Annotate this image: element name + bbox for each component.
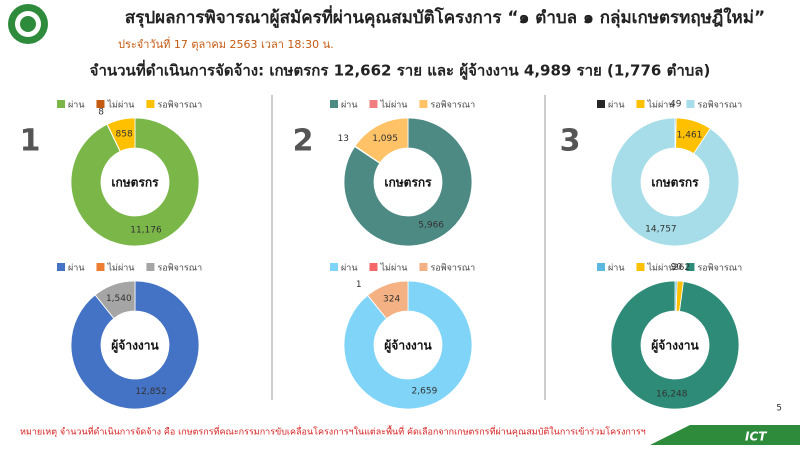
page-number: 5 bbox=[776, 404, 782, 414]
donut-hole bbox=[374, 148, 442, 216]
legend-label: รอพิจารณา bbox=[697, 263, 742, 274]
donut-hole bbox=[641, 148, 709, 216]
legend-swatch bbox=[57, 263, 65, 271]
data-label: 11,176 bbox=[130, 225, 162, 235]
data-label: 858 bbox=[116, 130, 133, 140]
legend-swatch bbox=[330, 100, 338, 108]
legend-label: ไม่ผ่าน bbox=[106, 100, 134, 111]
legend-swatch bbox=[597, 263, 605, 271]
center-label: เกษตรกร bbox=[111, 176, 159, 190]
legend-label: ไม่ผ่าน bbox=[646, 263, 674, 274]
legend-label: ไม่ผ่าน bbox=[379, 100, 407, 111]
legend-swatch bbox=[686, 263, 695, 271]
logo: ICT bbox=[745, 430, 767, 444]
data-label: 14,757 bbox=[645, 224, 677, 234]
data-label: 5,966 bbox=[418, 221, 444, 231]
legend-swatch bbox=[146, 100, 155, 108]
center-label: เกษตรกร bbox=[384, 176, 432, 190]
center-label: ผู้จ้างงาน bbox=[384, 339, 432, 354]
legend-label: รอพิจารณา bbox=[157, 100, 202, 111]
legend-swatch bbox=[57, 100, 65, 108]
legend-label: ไม่ผ่าน bbox=[379, 263, 407, 274]
center-label: ผู้จ้างงาน bbox=[111, 339, 159, 354]
logo-band bbox=[650, 425, 800, 445]
legend-swatch bbox=[636, 100, 645, 108]
legend-label: ผ่าน bbox=[608, 264, 624, 274]
donut-hole bbox=[641, 311, 709, 379]
legend-swatch bbox=[96, 263, 105, 271]
legend-label: ผ่าน bbox=[68, 264, 84, 274]
headline: จำนวนที่ดำเนินการจัดจ้าง: เกษตรกร 12,662… bbox=[90, 60, 711, 81]
data-label: 12,852 bbox=[135, 387, 167, 397]
data-label: 2,659 bbox=[412, 387, 438, 397]
title: สรุปผลการพิจารณาผู้สมัครที่ผ่านคุณสมบัติ… bbox=[125, 5, 765, 29]
data-label: 49 bbox=[670, 100, 682, 110]
emblem bbox=[8, 4, 48, 44]
panel-number: 1 bbox=[20, 124, 41, 159]
legend-label: รอพิจารณา bbox=[157, 263, 202, 274]
legend-swatch bbox=[96, 100, 105, 108]
legend-label: ไม่ผ่าน bbox=[646, 100, 674, 111]
data-label: 1,095 bbox=[372, 134, 398, 144]
data-label: 13 bbox=[338, 134, 349, 144]
footnote: หมายเหตุ จำนวนที่ดำเนินการจัดจ้าง คือ เก… bbox=[20, 425, 646, 438]
center-label: ผู้จ้างงาน bbox=[651, 339, 699, 354]
legend-label: ผ่าน bbox=[68, 101, 84, 111]
data-label: 1,461 bbox=[677, 131, 703, 141]
data-label: 1 bbox=[356, 280, 362, 290]
legend-label: รอพิจารณา bbox=[697, 100, 742, 111]
data-label: 262 bbox=[673, 263, 690, 273]
date: ประจำวันที่ 17 ตุลาคม 2563 เวลา 18:30 น. bbox=[118, 36, 334, 51]
slice bbox=[367, 280, 409, 320]
legend-swatch bbox=[369, 263, 378, 271]
legend-label: ผ่าน bbox=[341, 264, 357, 274]
legend-label: รอพิจารณา bbox=[430, 100, 475, 111]
panel-number: 2 bbox=[293, 124, 314, 159]
legend-label: รอพิจารณา bbox=[430, 263, 475, 274]
data-label: 90 bbox=[671, 263, 683, 273]
legend-swatch bbox=[419, 100, 428, 108]
legend-label: ผ่าน bbox=[608, 101, 624, 111]
legend-swatch bbox=[330, 263, 338, 271]
legend-label: ผ่าน bbox=[341, 101, 357, 111]
data-label: 8 bbox=[98, 107, 104, 117]
legend-swatch bbox=[686, 100, 695, 108]
legend-swatch bbox=[636, 263, 645, 271]
center-label: เกษตรกร bbox=[651, 176, 699, 190]
legend-swatch bbox=[369, 100, 378, 108]
legend-swatch bbox=[146, 263, 155, 271]
legend-swatch bbox=[597, 100, 605, 108]
legend-label: ไม่ผ่าน bbox=[106, 263, 134, 274]
data-label: 16,248 bbox=[656, 389, 688, 399]
panel-number: 3 bbox=[560, 124, 581, 159]
legend-swatch bbox=[419, 263, 428, 271]
donut-hole bbox=[101, 311, 169, 379]
data-label: 1,540 bbox=[106, 294, 132, 304]
data-label: 324 bbox=[383, 294, 400, 304]
donut-hole bbox=[374, 311, 442, 379]
donut-hole bbox=[101, 148, 169, 216]
